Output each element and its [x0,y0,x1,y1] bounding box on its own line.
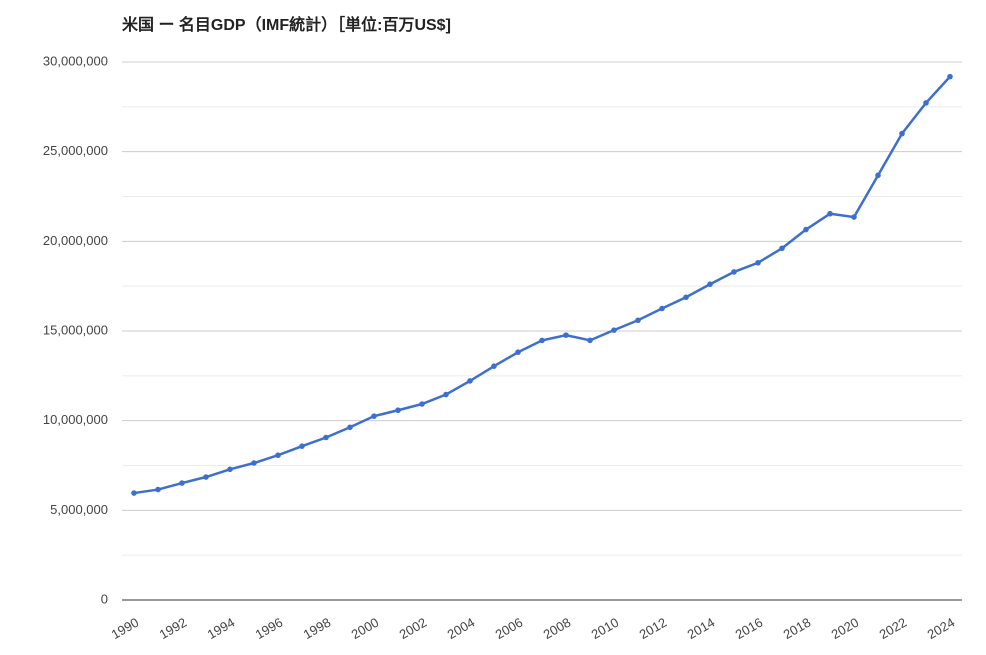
x-tick-label: 2016 [733,615,766,642]
y-tick-label: 10,000,000 [43,412,108,427]
point [179,480,185,486]
point [827,210,833,217]
point [803,226,809,233]
y-tick-label: 20,000,000 [43,233,108,248]
point [539,337,545,344]
point [467,378,473,384]
point [851,214,857,220]
point [395,407,401,414]
point [251,460,257,466]
x-tick-label: 1998 [301,615,334,642]
point [323,434,329,441]
point [947,73,953,80]
y-tick-label: 30,000,000 [43,53,108,68]
x-tick-label: 2006 [493,615,526,642]
y-tick-label: 5,000,000 [50,502,108,517]
point [611,327,617,333]
chart-title: 米国 ー 名目GDP（IMF統計）［単位:百万US$] [122,15,451,34]
point [707,281,713,288]
point [371,413,377,419]
point [515,349,521,356]
x-tick-label: 1996 [253,615,286,642]
x-tick-label: 2002 [397,615,430,642]
x-tick-label: 1994 [205,615,238,642]
x-tick-label: 2004 [445,615,478,642]
point [227,466,233,473]
y-tick-label: 15,000,000 [43,322,108,337]
point [779,245,785,252]
line [133,75,951,495]
point [923,100,929,106]
point [155,486,161,493]
point [587,337,593,344]
x-tick-label: 1990 [109,615,142,642]
point [443,391,449,398]
point [755,259,761,266]
point [731,269,737,275]
point [563,332,569,338]
x-tick-label: 2008 [541,615,574,642]
x-tick-label: 2020 [829,615,862,642]
x-tick-label: 1992 [157,615,190,642]
point [635,317,641,324]
point [875,172,881,179]
x-tick-label: 2014 [685,615,718,642]
point [299,443,305,449]
point [347,424,353,431]
point [203,474,209,480]
x-tick-label: 2012 [637,615,670,642]
point [491,363,497,369]
point [659,305,665,312]
x-tick-label: 2000 [349,615,382,642]
point [899,130,905,137]
point [683,294,689,301]
y-tick-label: 0 [101,591,108,606]
x-tick-label: 2024 [925,615,958,642]
x-tick-label: 2018 [781,615,814,642]
x-tick-label: 2022 [877,615,910,642]
x-tick-label: 2010 [589,615,622,642]
point [275,452,281,459]
y-tick-label: 25,000,000 [43,143,108,158]
point [131,490,137,496]
point [419,401,425,407]
